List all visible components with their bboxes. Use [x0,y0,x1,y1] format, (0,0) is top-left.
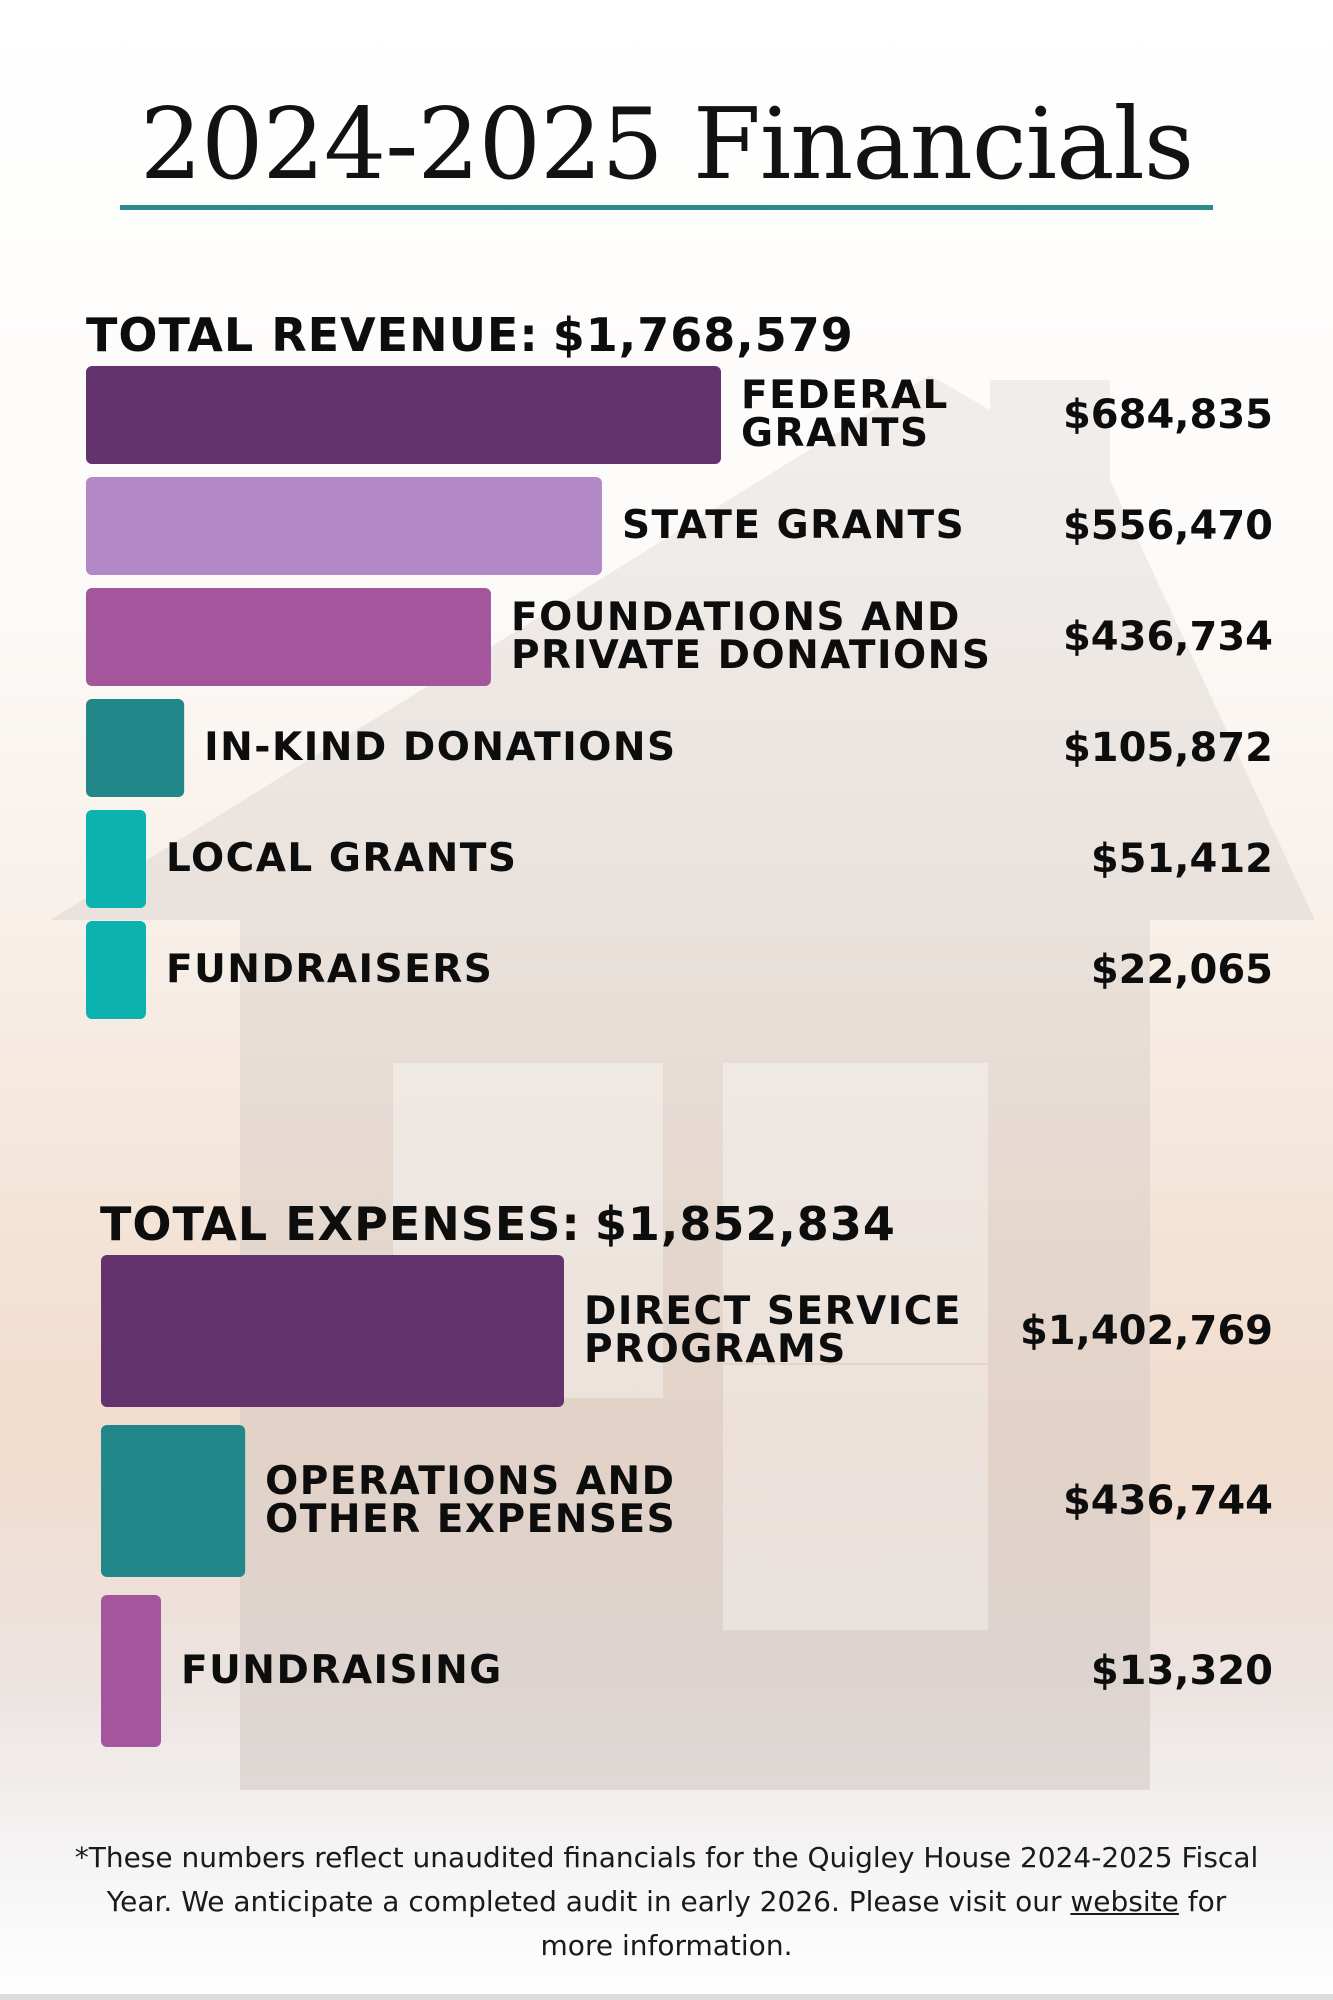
bottom-strip [0,1994,1333,2000]
bar-value-local-grants: $51,412 [1090,836,1273,882]
bar-fundraisers [86,921,146,1019]
revenue-total: $1,768,579 [552,308,854,362]
bar-value-operations-and-other-expenses: $436,744 [1062,1478,1273,1524]
bar-foundations-and-private-donations [86,588,491,686]
bar-value-state-grants: $556,470 [1062,503,1273,549]
bar-value-foundations-and-private-donations: $436,734 [1062,614,1273,660]
bar-label-operations-and-other-expenses: OPERATIONS AND OTHER EXPENSES [265,1458,677,1542]
bar-label-state-grants: STATE GRANTS [621,502,966,548]
bar-label-local-grants: LOCAL GRANTS [166,835,518,881]
bar-label-fundraising: FUNDRAISING [181,1647,503,1693]
bar-label-federal-grants: FEDERAL GRANTS [741,372,949,456]
bar-fundraising [101,1595,161,1747]
page-title: 2024-2025 Financials [139,88,1194,202]
bar-value-direct-service-programs: $1,402,769 [1019,1308,1273,1354]
bar-direct-service-programs [101,1255,564,1407]
bar-label-foundations-and-private-donations: FOUNDATIONS AND PRIVATE DONATIONS [510,594,992,678]
footnote-text: *These numbers reflect unaudited financi… [74,1841,1259,1918]
footnote-text-end: for more information. [540,1885,1227,1962]
title-underline [120,205,1213,210]
expenses-heading: TOTAL EXPENSES: $1,852,834 [100,1201,896,1247]
bar-label-direct-service-programs: DIRECT SERVICE PROGRAMS [584,1288,963,1372]
bar-value-in-kind-donations: $105,872 [1062,725,1273,771]
revenue-heading: TOTAL REVENUE: $1,768,579 [86,312,854,358]
expenses-total: $1,852,834 [594,1197,896,1251]
bar-in-kind-donations [86,699,185,797]
website-link[interactable]: website [1070,1885,1179,1918]
bar-label-fundraisers: FUNDRAISERS [166,946,494,992]
bar-federal-grants [86,366,721,464]
bar-value-fundraising: $13,320 [1090,1648,1273,1694]
revenue-heading-label: TOTAL REVENUE: [86,308,539,362]
bar-label-in-kind-donations: IN-KIND DONATIONS [204,724,677,770]
footnote: *These numbers reflect unaudited financi… [70,1836,1263,1968]
bar-local-grants [86,810,146,908]
expenses-heading-label: TOTAL EXPENSES: [100,1197,581,1251]
bar-operations-and-other-expenses [101,1425,246,1577]
bar-value-fundraisers: $22,065 [1090,947,1273,993]
bar-value-federal-grants: $684,835 [1062,392,1273,438]
bar-state-grants [86,477,602,575]
